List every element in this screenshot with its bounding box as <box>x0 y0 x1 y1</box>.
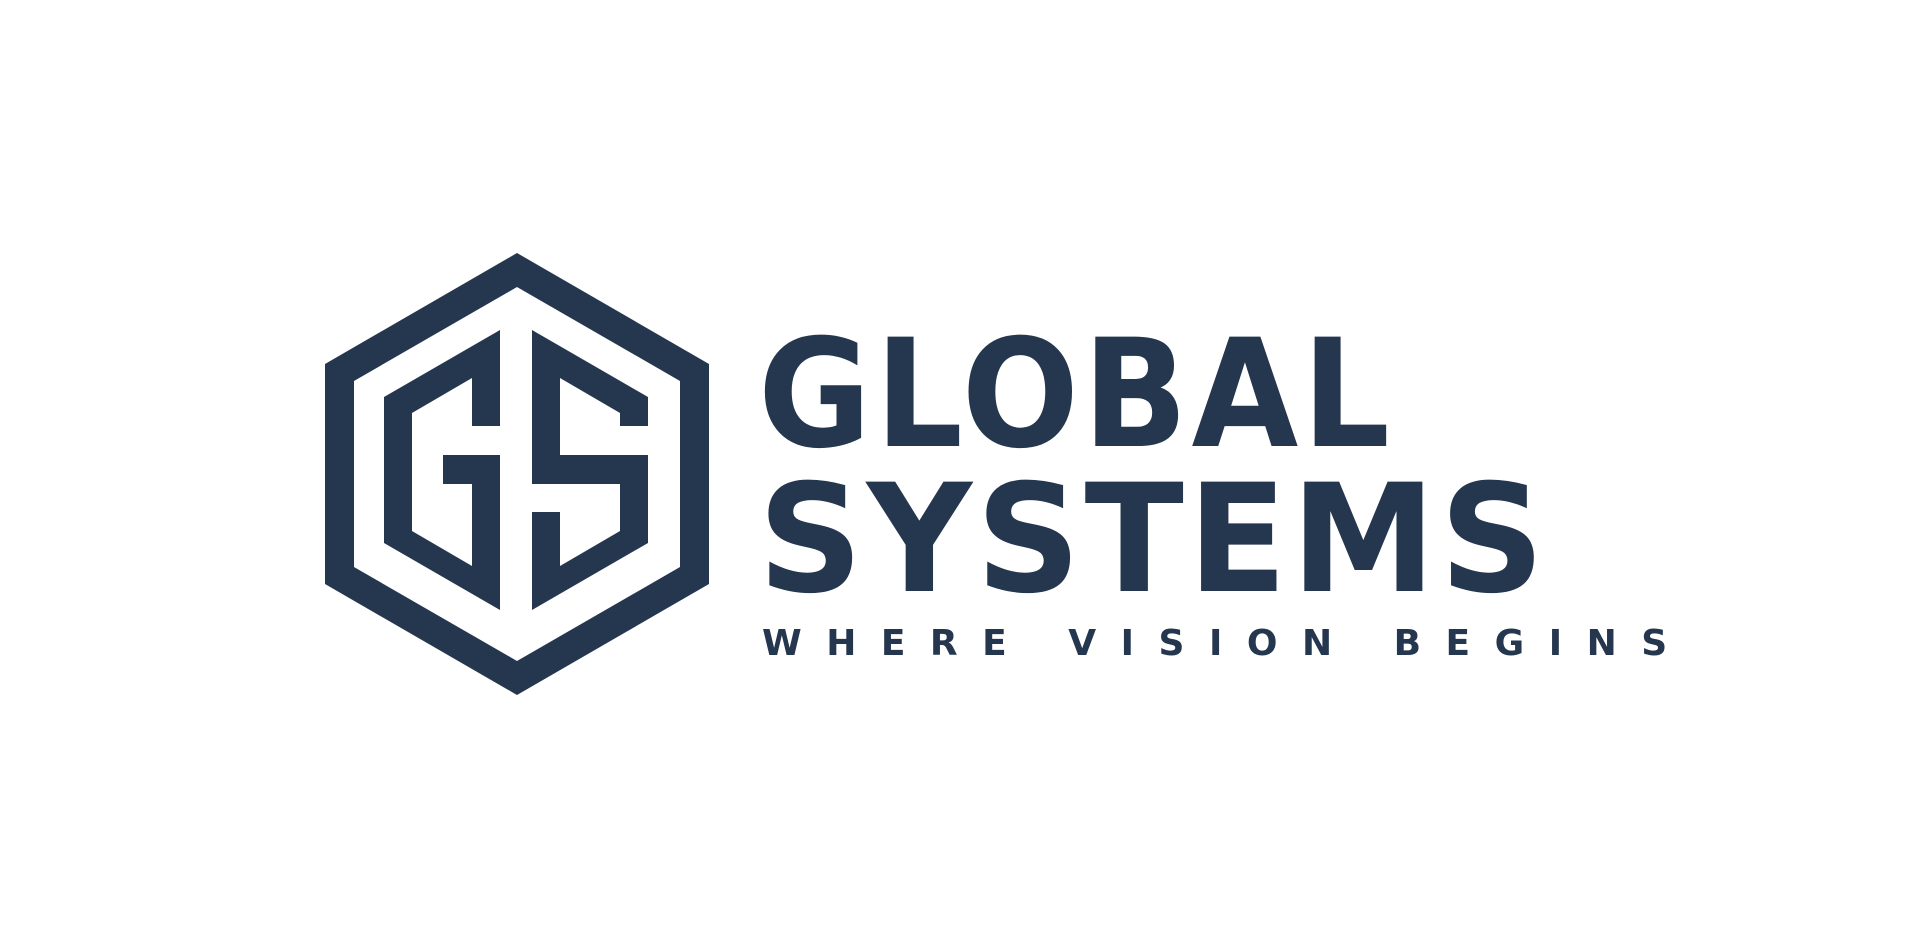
wordmark: GLOBAL SYSTEMS WHERE VISION BEGINS <box>758 320 1667 668</box>
gs-hexagon-emblem <box>325 253 709 695</box>
monogram-s-shape <box>532 330 648 610</box>
monogram-g-shape <box>384 330 500 610</box>
hexagon-frame <box>325 253 709 695</box>
brand-name-line2: SYSTEMS <box>758 453 1549 627</box>
brand-name-line1: GLOBAL <box>758 308 1394 482</box>
brand-tagline: WHERE VISION BEGINS <box>762 623 1692 664</box>
